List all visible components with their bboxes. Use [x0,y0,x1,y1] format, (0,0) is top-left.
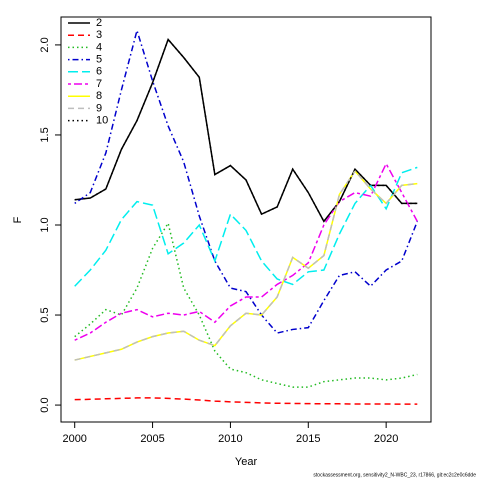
x-axis-label: Year [235,456,258,468]
legend-label: 3 [96,29,102,41]
x-tick-label: 2000 [62,433,86,445]
y-axis-label: F [12,216,24,223]
legend-label: 7 [96,78,102,90]
series-line [74,169,418,361]
footnote: stockassessment.org, sensitivity2_N-WBC_… [313,472,476,478]
y-tick-label: 0.5 [39,307,51,322]
series-line [74,38,418,223]
legend-label: 5 [96,54,102,66]
series-line [74,221,418,388]
y-tick-label: 2.0 [39,37,51,52]
series-line [74,38,418,223]
x-tick-label: 2010 [218,433,242,445]
series-line [74,27,418,334]
series-line [74,166,418,287]
legend-label: 2 [96,17,102,29]
legend-label: 6 [96,66,102,78]
y-tick-label: 1.5 [39,127,51,142]
series-line [74,162,418,341]
series-line [74,169,418,361]
x-tick-label: 2005 [140,433,164,445]
legend-label: 10 [96,115,108,127]
legend-label: 4 [96,41,102,53]
y-tick-label: 0.0 [39,397,51,412]
x-tick-label: 2015 [296,433,320,445]
legend-label: 8 [96,90,102,102]
legend-label: 9 [96,102,102,114]
series-line [74,397,418,405]
x-tick-label: 2020 [374,433,398,445]
y-tick-label: 1.0 [39,217,51,232]
plot-box [60,16,432,423]
